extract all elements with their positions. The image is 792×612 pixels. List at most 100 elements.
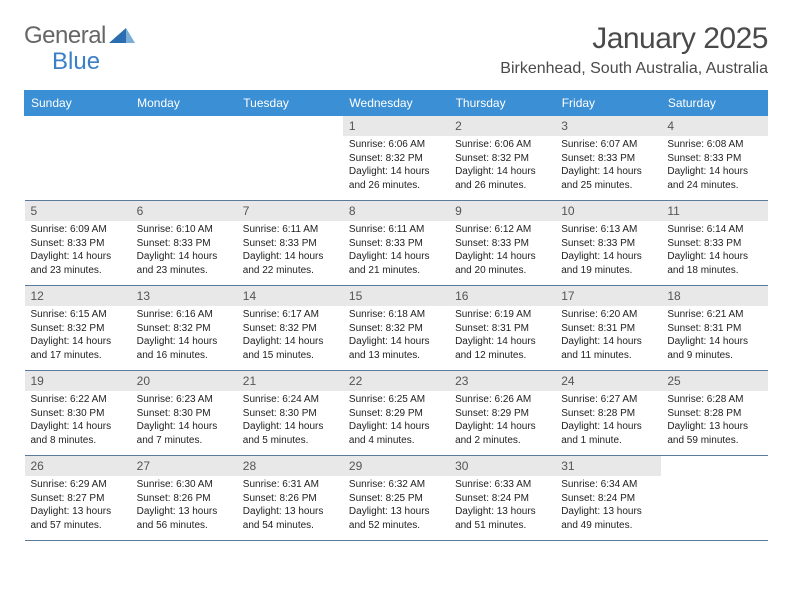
sunset-line: Sunset: 8:33 PM <box>455 237 549 251</box>
day-number-row: 19202122232425 <box>25 371 768 392</box>
day-content-cell: Sunrise: 6:24 AMSunset: 8:30 PMDaylight:… <box>237 391 343 456</box>
day-content-cell <box>131 136 237 201</box>
daylight-line: Daylight: 14 hours and 19 minutes. <box>561 250 655 277</box>
sunrise-line: Sunrise: 6:32 AM <box>349 478 443 492</box>
sunrise-line: Sunrise: 6:11 AM <box>243 223 337 237</box>
day-content-cell: Sunrise: 6:08 AMSunset: 8:33 PMDaylight:… <box>661 136 767 201</box>
day-content-row: Sunrise: 6:29 AMSunset: 8:27 PMDaylight:… <box>25 476 768 541</box>
day-content-cell: Sunrise: 6:12 AMSunset: 8:33 PMDaylight:… <box>449 221 555 286</box>
sunset-line: Sunset: 8:32 PM <box>455 152 549 166</box>
day-number-cell: 17 <box>555 286 661 307</box>
header: General January 2025 Birkenhead, South A… <box>24 22 768 86</box>
daylight-line: Daylight: 14 hours and 4 minutes. <box>349 420 443 447</box>
day-number-row: 12131415161718 <box>25 286 768 307</box>
day-number-cell: 28 <box>237 456 343 477</box>
daylight-line: Daylight: 14 hours and 25 minutes. <box>561 165 655 192</box>
sunset-line: Sunset: 8:32 PM <box>31 322 125 336</box>
daylight-line: Daylight: 14 hours and 18 minutes. <box>667 250 761 277</box>
day-number-cell: 13 <box>131 286 237 307</box>
day-number-cell: 7 <box>237 201 343 222</box>
day-number-row: 567891011 <box>25 201 768 222</box>
daylight-line: Daylight: 14 hours and 26 minutes. <box>349 165 443 192</box>
sunset-line: Sunset: 8:32 PM <box>137 322 231 336</box>
sunset-line: Sunset: 8:26 PM <box>243 492 337 506</box>
day-content-cell: Sunrise: 6:25 AMSunset: 8:29 PMDaylight:… <box>343 391 449 456</box>
sunrise-line: Sunrise: 6:24 AM <box>243 393 337 407</box>
day-number-cell: 8 <box>343 201 449 222</box>
weekday-header: Sunday <box>25 91 131 116</box>
day-content-cell: Sunrise: 6:06 AMSunset: 8:32 PMDaylight:… <box>449 136 555 201</box>
daylight-line: Daylight: 14 hours and 8 minutes. <box>31 420 125 447</box>
sunset-line: Sunset: 8:32 PM <box>349 152 443 166</box>
day-number-cell: 19 <box>25 371 131 392</box>
day-number-cell: 12 <box>25 286 131 307</box>
day-content-row: Sunrise: 6:22 AMSunset: 8:30 PMDaylight:… <box>25 391 768 456</box>
daylight-line: Daylight: 14 hours and 9 minutes. <box>667 335 761 362</box>
daylight-line: Daylight: 14 hours and 24 minutes. <box>667 165 761 192</box>
sunrise-line: Sunrise: 6:27 AM <box>561 393 655 407</box>
sunrise-line: Sunrise: 6:22 AM <box>31 393 125 407</box>
day-number-cell <box>25 116 131 137</box>
sunrise-line: Sunrise: 6:06 AM <box>455 138 549 152</box>
daylight-line: Daylight: 14 hours and 2 minutes. <box>455 420 549 447</box>
sunrise-line: Sunrise: 6:21 AM <box>667 308 761 322</box>
day-number-cell: 4 <box>661 116 767 137</box>
weekday-header-row: Sunday Monday Tuesday Wednesday Thursday… <box>25 91 768 116</box>
day-content-cell: Sunrise: 6:11 AMSunset: 8:33 PMDaylight:… <box>237 221 343 286</box>
daylight-line: Daylight: 13 hours and 57 minutes. <box>31 505 125 532</box>
daylight-line: Daylight: 14 hours and 20 minutes. <box>455 250 549 277</box>
sunset-line: Sunset: 8:25 PM <box>349 492 443 506</box>
sunset-line: Sunset: 8:32 PM <box>243 322 337 336</box>
sunrise-line: Sunrise: 6:16 AM <box>137 308 231 322</box>
daylight-line: Daylight: 13 hours and 56 minutes. <box>137 505 231 532</box>
sunrise-line: Sunrise: 6:20 AM <box>561 308 655 322</box>
day-number-cell: 11 <box>661 201 767 222</box>
day-number-cell: 23 <box>449 371 555 392</box>
location: Birkenhead, South Australia, Australia <box>500 60 768 78</box>
day-number-cell: 30 <box>449 456 555 477</box>
daylight-line: Daylight: 13 hours and 59 minutes. <box>667 420 761 447</box>
sunrise-line: Sunrise: 6:17 AM <box>243 308 337 322</box>
day-content-cell: Sunrise: 6:18 AMSunset: 8:32 PMDaylight:… <box>343 306 449 371</box>
day-content-cell: Sunrise: 6:27 AMSunset: 8:28 PMDaylight:… <box>555 391 661 456</box>
sunrise-line: Sunrise: 6:09 AM <box>31 223 125 237</box>
sunset-line: Sunset: 8:31 PM <box>561 322 655 336</box>
day-number-cell: 31 <box>555 456 661 477</box>
sunrise-line: Sunrise: 6:28 AM <box>667 393 761 407</box>
day-content-cell: Sunrise: 6:29 AMSunset: 8:27 PMDaylight:… <box>25 476 131 541</box>
day-content-cell: Sunrise: 6:15 AMSunset: 8:32 PMDaylight:… <box>25 306 131 371</box>
sunset-line: Sunset: 8:33 PM <box>243 237 337 251</box>
sunrise-line: Sunrise: 6:13 AM <box>561 223 655 237</box>
sunrise-line: Sunrise: 6:07 AM <box>561 138 655 152</box>
day-number-cell: 21 <box>237 371 343 392</box>
sunrise-line: Sunrise: 6:33 AM <box>455 478 549 492</box>
daylight-line: Daylight: 13 hours and 52 minutes. <box>349 505 443 532</box>
daylight-line: Daylight: 14 hours and 5 minutes. <box>243 420 337 447</box>
day-number-cell <box>237 116 343 137</box>
sunset-line: Sunset: 8:33 PM <box>137 237 231 251</box>
day-number-row: 262728293031 <box>25 456 768 477</box>
day-number-cell: 5 <box>25 201 131 222</box>
sunrise-line: Sunrise: 6:10 AM <box>137 223 231 237</box>
sunset-line: Sunset: 8:24 PM <box>561 492 655 506</box>
weekday-header: Thursday <box>449 91 555 116</box>
day-content-row: Sunrise: 6:09 AMSunset: 8:33 PMDaylight:… <box>25 221 768 286</box>
day-number-cell: 26 <box>25 456 131 477</box>
day-number-row: 1234 <box>25 116 768 137</box>
page: General January 2025 Birkenhead, South A… <box>0 0 792 561</box>
sunrise-line: Sunrise: 6:11 AM <box>349 223 443 237</box>
daylight-line: Daylight: 14 hours and 23 minutes. <box>31 250 125 277</box>
day-content-cell: Sunrise: 6:11 AMSunset: 8:33 PMDaylight:… <box>343 221 449 286</box>
daylight-line: Daylight: 14 hours and 12 minutes. <box>455 335 549 362</box>
day-content-row: Sunrise: 6:15 AMSunset: 8:32 PMDaylight:… <box>25 306 768 371</box>
day-content-cell: Sunrise: 6:09 AMSunset: 8:33 PMDaylight:… <box>25 221 131 286</box>
day-content-cell: Sunrise: 6:13 AMSunset: 8:33 PMDaylight:… <box>555 221 661 286</box>
weekday-header: Saturday <box>661 91 767 116</box>
day-content-cell: Sunrise: 6:16 AMSunset: 8:32 PMDaylight:… <box>131 306 237 371</box>
daylight-line: Daylight: 14 hours and 15 minutes. <box>243 335 337 362</box>
day-content-cell: Sunrise: 6:07 AMSunset: 8:33 PMDaylight:… <box>555 136 661 201</box>
daylight-line: Daylight: 14 hours and 21 minutes. <box>349 250 443 277</box>
day-number-cell: 24 <box>555 371 661 392</box>
day-number-cell <box>131 116 237 137</box>
calendar-table: Sunday Monday Tuesday Wednesday Thursday… <box>24 90 768 541</box>
